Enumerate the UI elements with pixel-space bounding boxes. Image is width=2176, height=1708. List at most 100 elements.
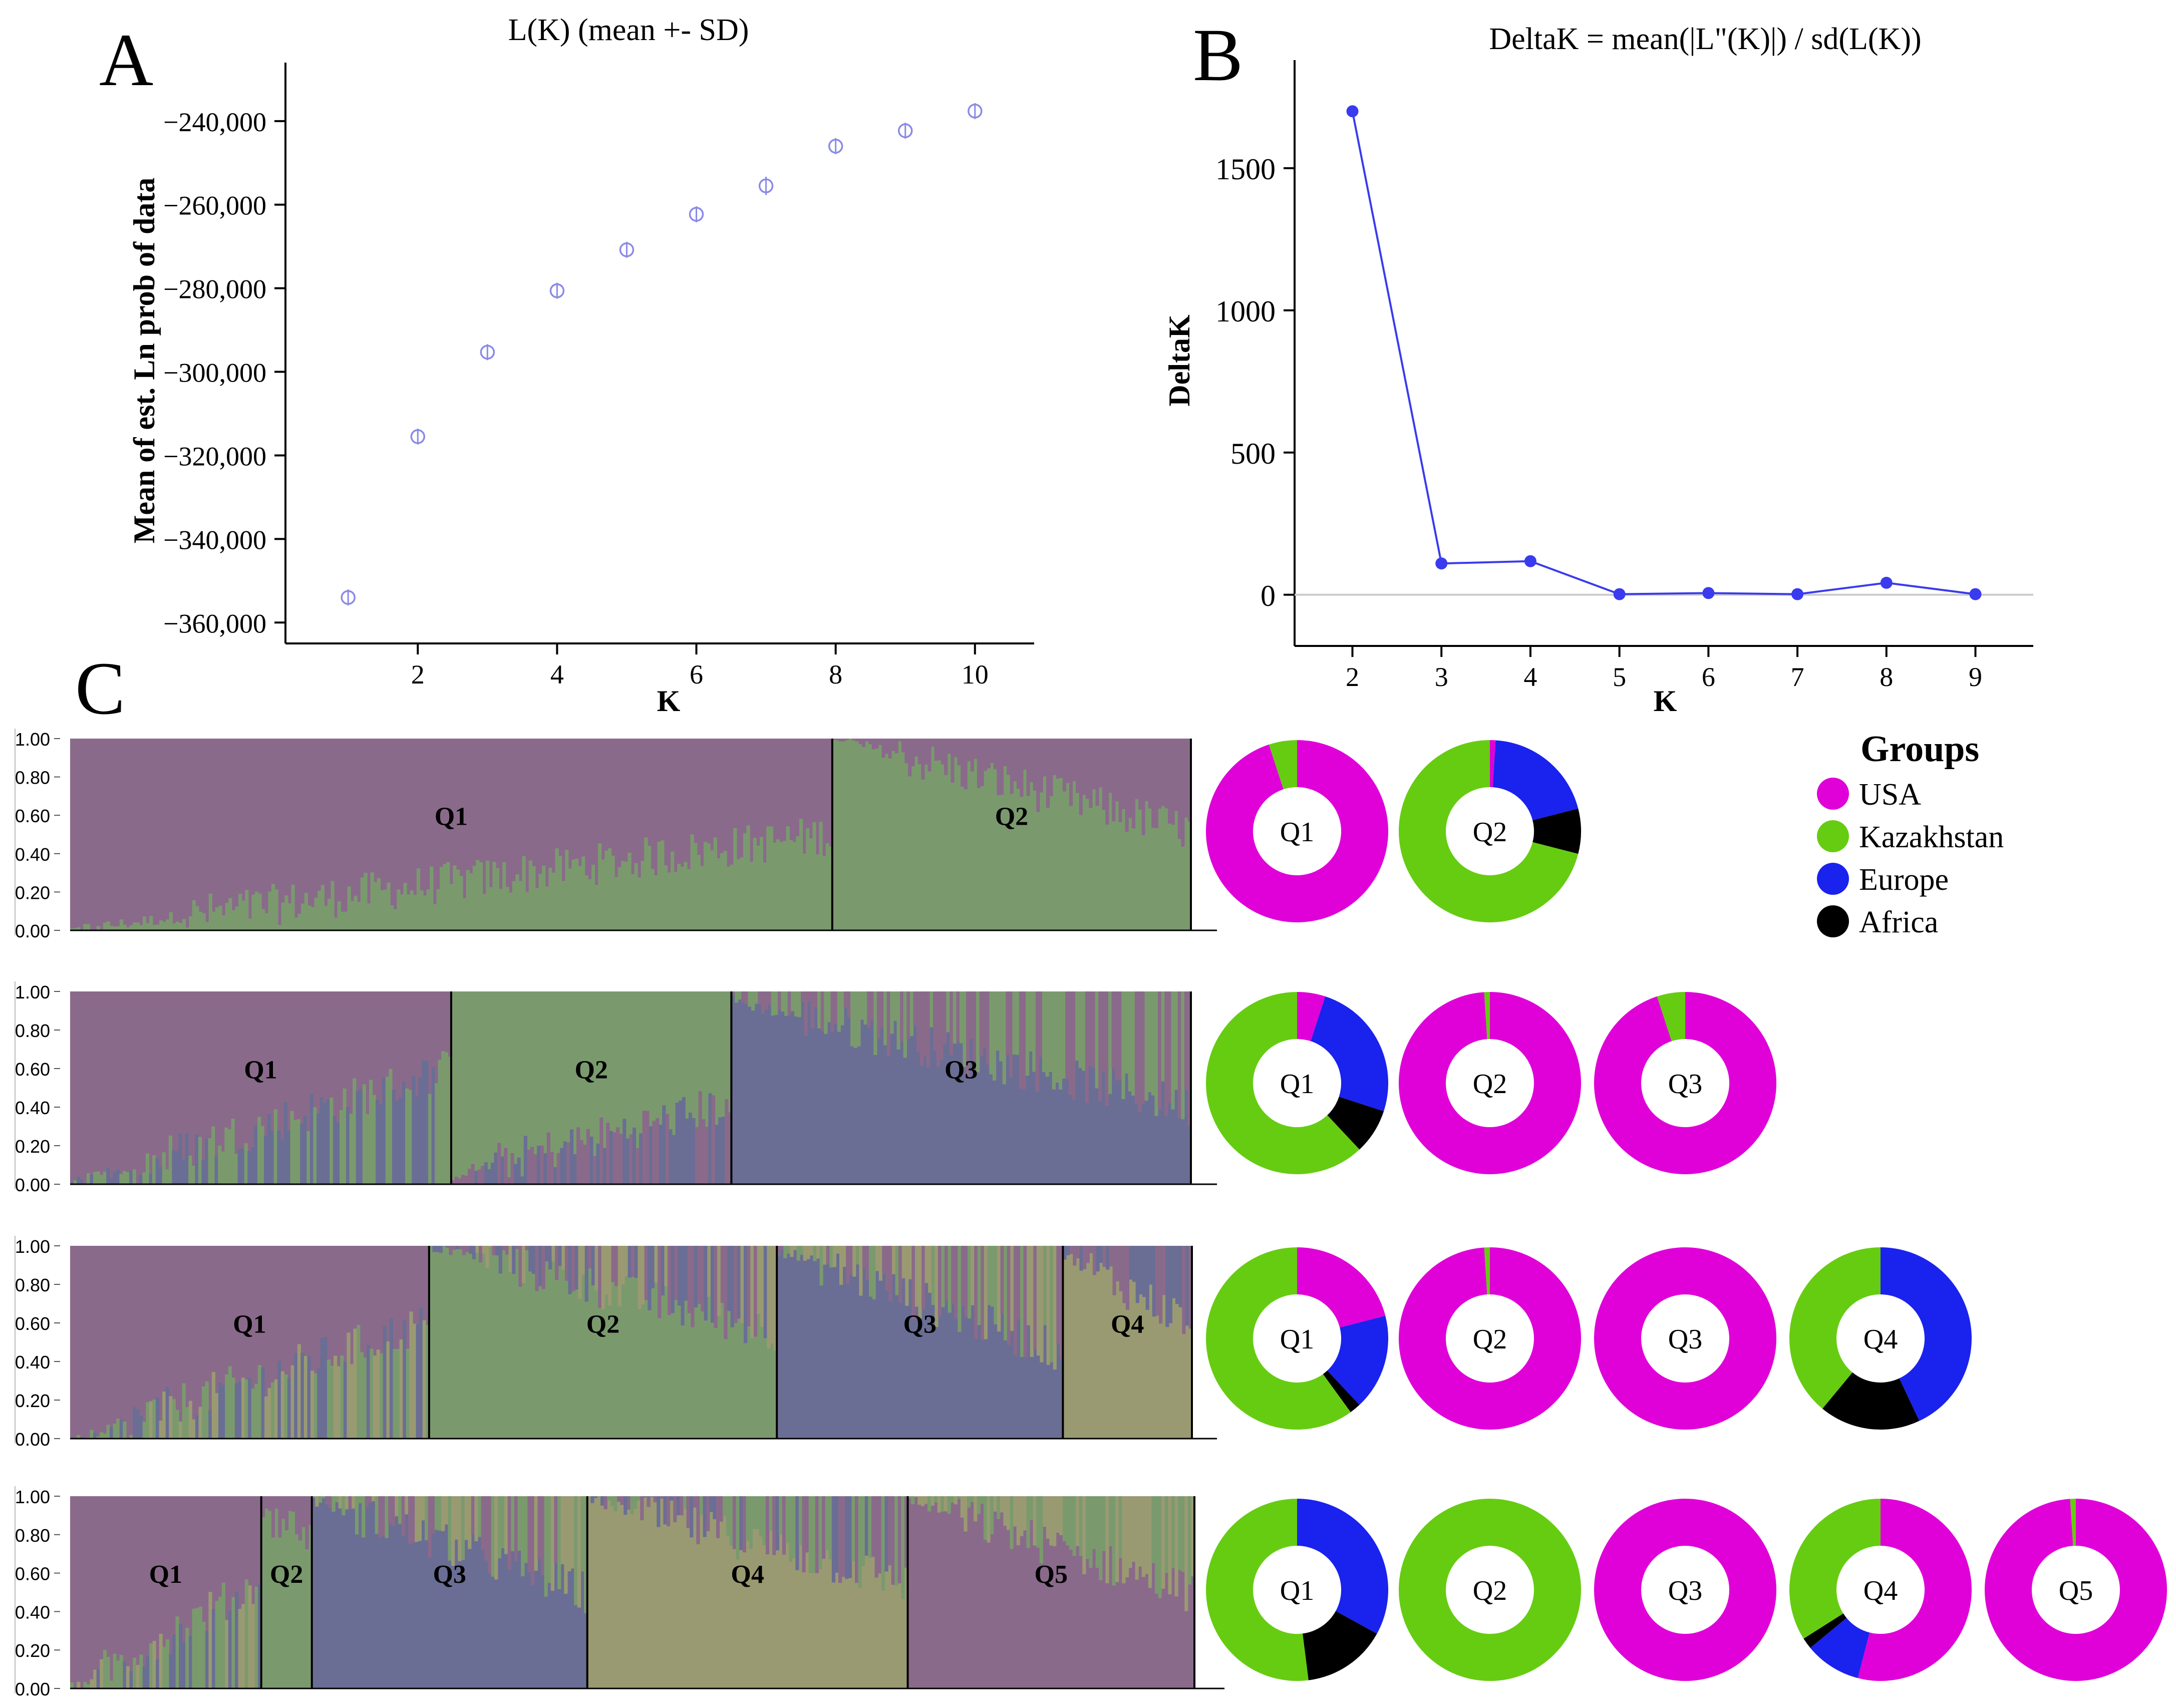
structure-admixture-bar — [924, 1246, 928, 1283]
structure-cluster-q3: Q3 — [310, 1496, 588, 1688]
structure-admixture-bar — [149, 1174, 153, 1184]
structure-admixture-bar — [841, 1496, 845, 1577]
structure-admixture-bar — [772, 1496, 776, 1555]
structure-admixture-bar — [789, 1496, 793, 1562]
structure-admixture-bar — [967, 1496, 971, 1508]
panel-b-point — [1969, 588, 1982, 600]
structure-admixture-bar — [320, 1337, 324, 1439]
structure-admixture-bar — [398, 1496, 402, 1524]
structure-admixture-bar — [497, 1143, 501, 1184]
structure-admixture-bar — [492, 1246, 496, 1255]
structure-admixture-bar — [175, 1616, 179, 1688]
structure-admixture-bar — [928, 1246, 932, 1293]
structure-admixture-bar — [594, 885, 598, 930]
donut-k3-q3: Q3 — [1594, 992, 1777, 1175]
structure-admixture-bar — [374, 882, 378, 930]
structure-admixture-bar — [132, 1407, 137, 1439]
structure-admixture-bar — [647, 845, 652, 930]
structure-admixture-bar — [897, 1496, 901, 1583]
structure-admixture-bar — [412, 1076, 416, 1184]
structure-admixture-bar — [795, 1496, 799, 1570]
structure-admixture-bar — [1124, 991, 1129, 1074]
structure-admixture-bar — [1006, 1496, 1011, 1530]
structure-admixture-bar — [458, 1178, 462, 1184]
structure-admixture-bar — [748, 991, 752, 1007]
structure-admixture-bar — [1187, 1496, 1192, 1585]
structure-admixture-bar — [1010, 1246, 1014, 1331]
structure-admixture-bar — [314, 1373, 318, 1439]
structure-admixture-bar — [1039, 991, 1043, 1057]
structure-admixture-bar — [231, 1597, 235, 1688]
structure-admixture-bar — [1125, 1246, 1130, 1310]
structure-admixture-bar — [1099, 1246, 1103, 1263]
structure-admixture-bar — [677, 1246, 682, 1306]
structure-admixture-bar — [710, 850, 714, 930]
structure-admixture-bar — [898, 739, 902, 742]
structure-admixture-bar — [579, 1140, 583, 1184]
structure-admixture-bar — [231, 910, 236, 930]
structure-admixture-bar — [281, 902, 285, 930]
structure-admixture-bar — [863, 991, 867, 1025]
structure-admixture-bar — [221, 1151, 225, 1184]
structure-admixture-bar — [500, 1156, 504, 1184]
structure-admixture-bar — [182, 1159, 186, 1184]
structure-admixture-bar — [204, 1139, 209, 1184]
structure-admixture-bar — [721, 1117, 725, 1184]
structure-admixture-bar — [472, 1246, 476, 1259]
structure-admixture-bar — [336, 1122, 340, 1184]
structure-admixture-bar — [926, 991, 930, 1068]
structure-admixture-bar — [1154, 991, 1158, 1116]
structure-admixture-bar — [432, 1246, 436, 1252]
structure-admixture-bar — [464, 1175, 468, 1184]
structure-admixture-bar — [330, 1098, 334, 1184]
structure-admixture-bar — [535, 1246, 539, 1291]
structure-admixture-bar — [338, 1496, 342, 1509]
structure-admixture-bar — [123, 1422, 127, 1439]
structure-admixture-bar — [416, 868, 420, 930]
structure-admixture-bar — [287, 903, 291, 930]
structure-admixture-bar — [806, 1246, 810, 1259]
structure-admixture-bar — [832, 1246, 836, 1267]
structure-admixture-bar — [938, 1246, 942, 1316]
structure-admixture-bar — [1095, 991, 1099, 1089]
legend-label-usa: USA — [1859, 778, 1921, 812]
structure-admixture-bar — [826, 1246, 830, 1264]
structure-admixture-bar — [858, 739, 862, 745]
structure-admixture-bar — [478, 1496, 482, 1537]
structure-admixture-bar — [364, 873, 368, 930]
structure-admixture-bar — [1020, 1246, 1024, 1357]
structure-admixture-bar — [686, 1496, 690, 1528]
structure-admixture-bar — [202, 1386, 206, 1439]
structure-admixture-bar — [396, 1349, 400, 1439]
structure-admixture-bar — [126, 1666, 130, 1688]
structure-admixture-bar — [1099, 739, 1103, 788]
structure-admixture-bar — [77, 927, 81, 930]
structure-admixture-bar — [438, 1496, 442, 1531]
panel-b-y-tick-label: 1500 — [1215, 153, 1276, 186]
structure-admixture-bar — [555, 1246, 559, 1280]
structure-admixture-bar — [924, 1496, 928, 1504]
structure-admixture-bar — [554, 1496, 558, 1563]
structure-admixture-bar — [698, 1091, 702, 1184]
structure-cluster-q4: Q4 — [1062, 1246, 1192, 1439]
donut-slice-africa — [1822, 1372, 1920, 1430]
structure-admixture-bar — [165, 1387, 169, 1439]
structure-admixture-bar — [676, 1496, 680, 1516]
structure-admixture-bar — [642, 1110, 646, 1184]
structure-admixture-bar — [225, 903, 229, 930]
structure-admixture-bar — [616, 1127, 620, 1184]
structure-admixture-bar — [389, 1069, 393, 1184]
structure-admixture-bar — [617, 1496, 621, 1502]
structure-admixture-bar — [277, 1130, 281, 1184]
structure-admixture-bar — [1168, 739, 1172, 824]
structure-admixture-bar — [297, 913, 301, 930]
structure-admixture-bar — [777, 1246, 781, 1256]
structure-admixture-bar — [139, 1416, 143, 1439]
structure-admixture-bar — [347, 886, 351, 930]
structure-admixture-bar — [100, 1659, 104, 1688]
structure-admixture-bar — [596, 1143, 600, 1184]
structure-admixture-bar — [838, 739, 843, 742]
structure-admixture-bar — [188, 1636, 193, 1688]
structure-admixture-bar — [806, 828, 810, 930]
structure-admixture-bar — [326, 1099, 330, 1184]
